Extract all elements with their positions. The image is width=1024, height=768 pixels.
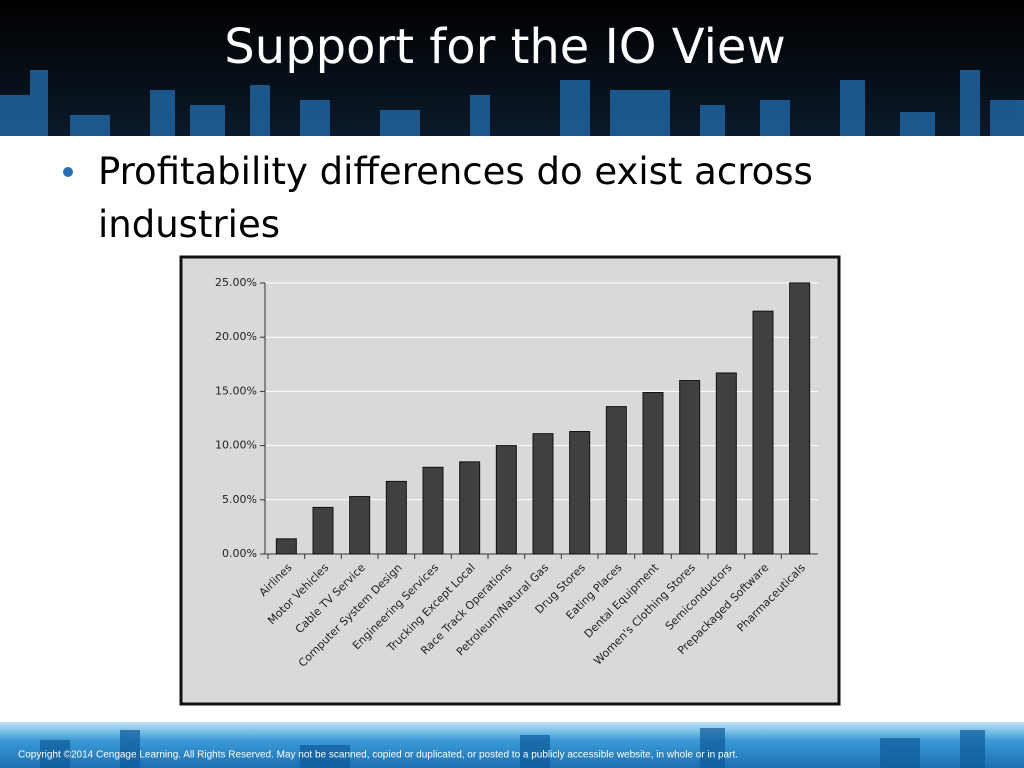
bar	[459, 461, 481, 555]
bar	[715, 372, 737, 555]
bar	[789, 282, 811, 555]
bar	[752, 310, 774, 555]
bar	[569, 431, 591, 555]
y-tick-label: 15.00%	[215, 384, 257, 397]
slide-title: Support for the IO View	[224, 19, 785, 75]
bar	[679, 380, 701, 555]
bar	[349, 496, 371, 555]
bullet-dot	[63, 167, 73, 177]
y-tick-label: 5.00%	[222, 493, 257, 506]
bar	[495, 445, 517, 555]
y-tick-label: 0.00%	[222, 547, 257, 560]
bar	[532, 433, 554, 555]
bar	[422, 466, 444, 555]
bar	[275, 538, 297, 555]
bar	[312, 506, 334, 555]
bar	[605, 406, 627, 555]
bullet-text: Profitability differences do exist acros…	[98, 150, 813, 246]
y-tick-label: 25.00%	[215, 276, 257, 289]
bar	[642, 391, 664, 555]
y-tick-label: 20.00%	[215, 330, 257, 343]
footer-band	[0, 722, 1024, 768]
bar	[385, 480, 407, 555]
bullet-box: Profitability differences do exist acros…	[98, 150, 813, 246]
copyright: Copyright ©2014 Cengage Learning. All Ri…	[18, 750, 738, 761]
header-band	[0, 0, 1024, 136]
y-tick-label: 10.00%	[215, 439, 257, 452]
